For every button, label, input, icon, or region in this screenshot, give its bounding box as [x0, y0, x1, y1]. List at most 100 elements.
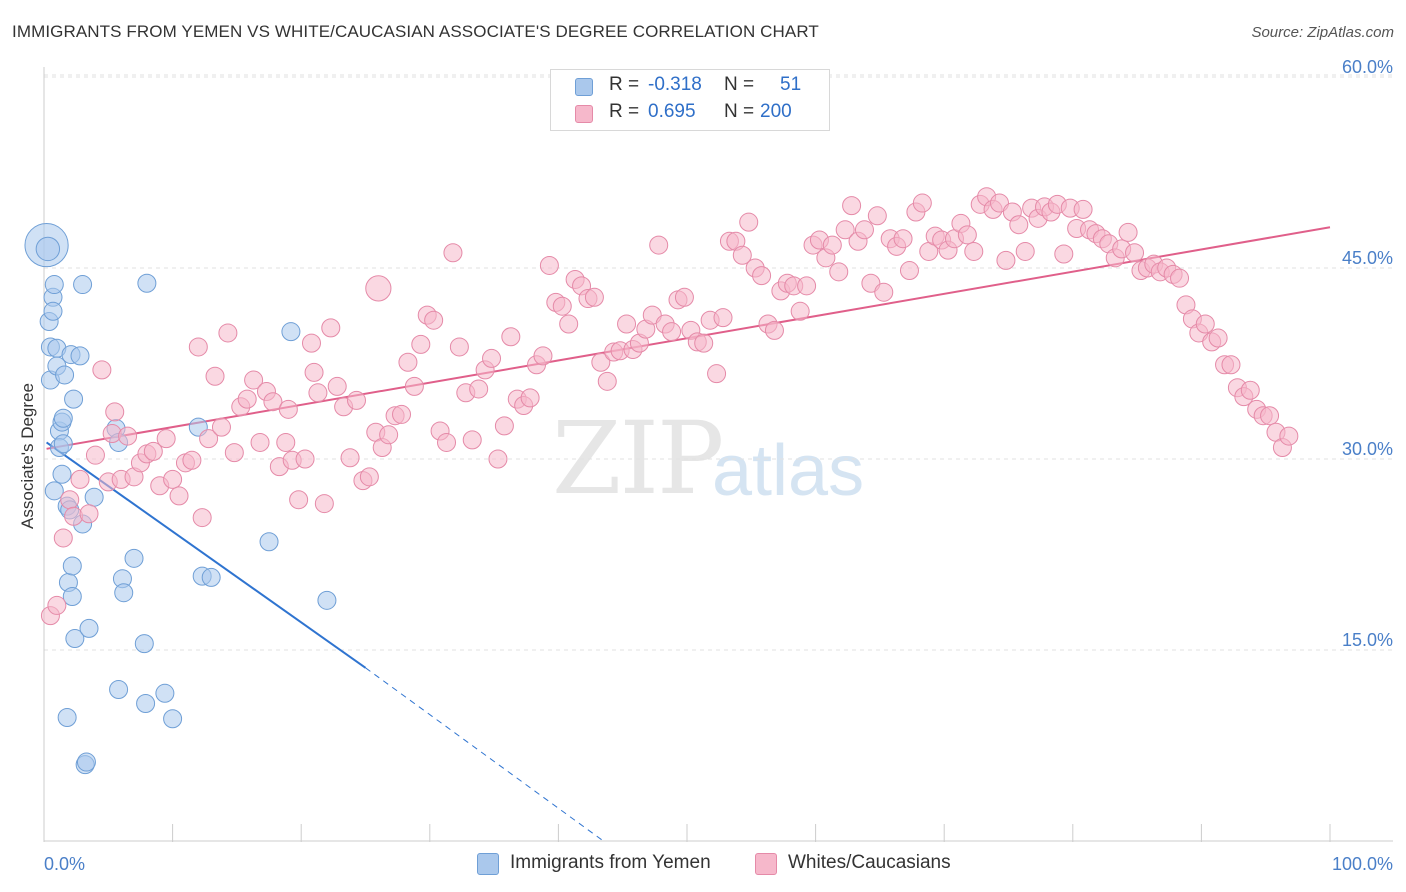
- y-tick-label: 15.0%: [1342, 630, 1393, 650]
- point-whites: [739, 212, 759, 232]
- point-whites: [996, 250, 1016, 270]
- point-whites: [321, 318, 341, 338]
- point-whites: [411, 334, 431, 354]
- point-whites: [205, 366, 225, 386]
- point-whites: [70, 469, 90, 489]
- point-whites: [308, 383, 328, 403]
- point-yemen: [65, 629, 85, 649]
- point-yemen: [44, 481, 64, 501]
- chart-title: IMMIGRANTS FROM YEMEN VS WHITE/CAUCASIAN…: [12, 22, 819, 41]
- point-yemen: [62, 587, 82, 607]
- point-whites: [105, 402, 125, 422]
- point-whites: [424, 310, 444, 330]
- point-whites: [211, 417, 231, 437]
- point-whites: [462, 430, 482, 450]
- point-whites: [437, 432, 457, 452]
- legend-r-label: R =: [609, 101, 640, 122]
- point-whites: [1118, 222, 1138, 242]
- y-tick-label: 30.0%: [1342, 439, 1393, 459]
- point-yemen: [44, 275, 64, 295]
- point-whites: [1240, 380, 1260, 400]
- point-whites: [449, 337, 469, 357]
- point-yemen: [259, 532, 279, 552]
- point-yemen: [109, 679, 129, 699]
- point-whites: [276, 432, 296, 452]
- point-whites: [1054, 244, 1074, 264]
- point-whites: [379, 425, 399, 445]
- legend-row-yemen: R = -0.318 N = 51: [551, 74, 829, 100]
- data-points: [24, 187, 1299, 775]
- point-yemen: [281, 322, 301, 342]
- correlation-legend: R = -0.318 N = 51 R = 0.695 N = 200: [550, 69, 830, 131]
- point-whites: [118, 426, 138, 446]
- point-whites: [539, 255, 559, 275]
- point-yemen: [317, 590, 337, 610]
- point-whites: [649, 235, 669, 255]
- point-whites: [250, 432, 270, 452]
- point-yemen: [70, 346, 90, 366]
- point-yemen: [73, 275, 93, 295]
- point-whites: [893, 229, 913, 249]
- legend-swatch-blue: [575, 78, 593, 96]
- point-whites: [494, 416, 514, 436]
- point-whites: [867, 206, 887, 226]
- series-legend-label: Immigrants from Yemen: [510, 852, 711, 873]
- point-whites: [365, 275, 392, 302]
- point-whites: [47, 595, 67, 615]
- y-tick-label: 60.0%: [1342, 57, 1393, 77]
- point-whites: [899, 261, 919, 281]
- point-yemen: [163, 709, 183, 729]
- point-whites: [854, 220, 874, 240]
- point-whites: [835, 220, 855, 240]
- point-yemen: [114, 583, 134, 603]
- grid-lines: [44, 74, 1393, 651]
- point-whites: [694, 333, 714, 353]
- legend-n-label: N =: [724, 101, 755, 122]
- point-whites: [156, 429, 176, 449]
- legend-row-whites: R = 0.695 N = 200: [551, 101, 829, 127]
- series-swatch-pink: [755, 853, 777, 875]
- chart-source: Source: ZipAtlas.com: [1251, 24, 1394, 41]
- trend-line-extension: [365, 667, 604, 842]
- point-yemen: [137, 273, 157, 293]
- point-whites: [1125, 243, 1145, 263]
- point-yemen: [57, 707, 77, 727]
- point-whites: [797, 276, 817, 296]
- point-whites: [304, 362, 324, 382]
- axis-labels: 15.0% 30.0% 45.0% 60.0% 0.0% 100.0% Associate'…: [18, 57, 1393, 874]
- point-whites: [163, 469, 183, 489]
- point-whites: [224, 443, 244, 463]
- point-whites: [829, 262, 849, 282]
- trend-lines: [45, 226, 1331, 842]
- x-tick-label: 100.0%: [1332, 854, 1393, 874]
- point-whites: [617, 314, 637, 334]
- point-yemen: [84, 487, 104, 507]
- point-whites: [1009, 215, 1029, 235]
- point-yemen: [134, 634, 154, 654]
- point-whites: [85, 445, 105, 465]
- point-yemen: [201, 567, 221, 587]
- point-whites: [790, 301, 810, 321]
- point-whites: [143, 441, 163, 461]
- point-whites: [1073, 199, 1093, 219]
- point-whites: [346, 390, 366, 410]
- point-yemen: [52, 464, 72, 484]
- point-whites: [295, 449, 315, 469]
- point-whites: [1221, 355, 1241, 375]
- point-whites: [662, 322, 682, 342]
- point-whites: [874, 282, 894, 302]
- point-whites: [301, 333, 321, 353]
- point-yemen: [64, 389, 84, 409]
- legend-swatch-pink: [575, 105, 593, 123]
- point-whites: [469, 379, 489, 399]
- point-whites: [53, 528, 73, 548]
- point-whites: [584, 287, 604, 307]
- legend-n-value: 51: [780, 74, 802, 95]
- legend-n-label: N =: [724, 74, 755, 95]
- point-whites: [237, 389, 257, 409]
- point-whites: [60, 490, 80, 510]
- point-whites: [404, 376, 424, 396]
- point-whites: [263, 392, 283, 412]
- point-whites: [1195, 314, 1215, 334]
